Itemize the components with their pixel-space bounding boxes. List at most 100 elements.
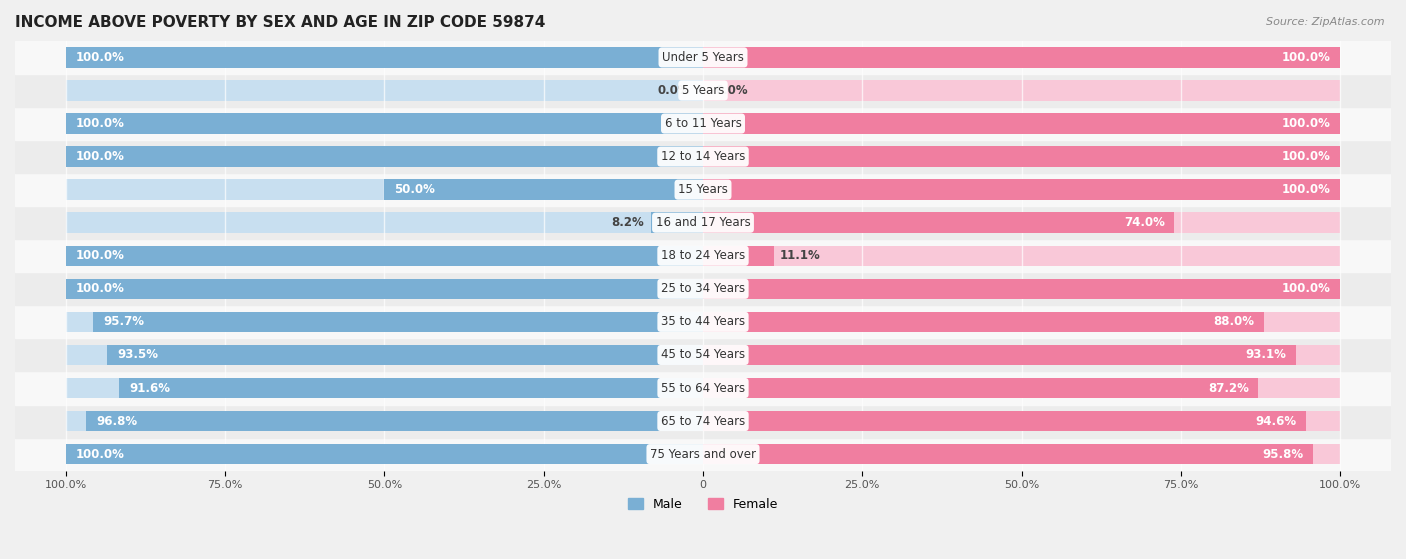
Bar bbox=[66, 113, 703, 134]
Text: 55 to 64 Years: 55 to 64 Years bbox=[661, 381, 745, 395]
Bar bbox=[703, 212, 1340, 233]
Text: 11.1%: 11.1% bbox=[780, 249, 821, 262]
Bar bbox=[703, 278, 1340, 299]
Text: 100.0%: 100.0% bbox=[76, 51, 124, 64]
Bar bbox=[703, 311, 1264, 332]
Text: 95.8%: 95.8% bbox=[1263, 448, 1303, 461]
Bar bbox=[66, 278, 703, 299]
Text: 50.0%: 50.0% bbox=[394, 183, 434, 196]
Bar bbox=[66, 146, 703, 167]
Bar bbox=[15, 405, 1391, 438]
Text: 100.0%: 100.0% bbox=[1282, 282, 1330, 295]
Bar bbox=[120, 378, 703, 398]
Legend: Male, Female: Male, Female bbox=[623, 493, 783, 516]
Bar bbox=[66, 47, 703, 68]
Bar bbox=[703, 378, 1340, 398]
Bar bbox=[15, 206, 1391, 239]
Bar bbox=[703, 345, 1296, 365]
Bar bbox=[703, 278, 1340, 299]
Bar bbox=[651, 212, 703, 233]
Bar bbox=[66, 345, 703, 365]
Text: 100.0%: 100.0% bbox=[76, 448, 124, 461]
Bar bbox=[15, 438, 1391, 471]
Text: 100.0%: 100.0% bbox=[76, 282, 124, 295]
Bar bbox=[703, 411, 1340, 432]
Text: 91.6%: 91.6% bbox=[129, 381, 170, 395]
Bar bbox=[66, 245, 703, 266]
Bar bbox=[66, 245, 703, 266]
Text: 0.0%: 0.0% bbox=[716, 84, 748, 97]
Bar bbox=[66, 444, 703, 465]
Bar bbox=[15, 305, 1391, 338]
Text: 6 to 11 Years: 6 to 11 Years bbox=[665, 117, 741, 130]
Bar bbox=[384, 179, 703, 200]
Text: 87.2%: 87.2% bbox=[1208, 381, 1249, 395]
Text: 35 to 44 Years: 35 to 44 Years bbox=[661, 315, 745, 328]
Text: 15 Years: 15 Years bbox=[678, 183, 728, 196]
Bar bbox=[15, 372, 1391, 405]
Bar bbox=[66, 146, 703, 167]
Bar bbox=[93, 311, 703, 332]
Bar bbox=[86, 411, 703, 432]
Bar bbox=[703, 113, 1340, 134]
Text: 93.5%: 93.5% bbox=[117, 348, 157, 362]
Text: 25 to 34 Years: 25 to 34 Years bbox=[661, 282, 745, 295]
Bar bbox=[703, 444, 1340, 465]
Text: 8.2%: 8.2% bbox=[612, 216, 644, 229]
Text: 93.1%: 93.1% bbox=[1246, 348, 1286, 362]
Bar bbox=[15, 41, 1391, 74]
Bar bbox=[703, 47, 1340, 68]
Bar bbox=[15, 107, 1391, 140]
Text: 100.0%: 100.0% bbox=[76, 117, 124, 130]
Bar bbox=[703, 378, 1258, 398]
Bar bbox=[703, 345, 1340, 365]
Text: 94.6%: 94.6% bbox=[1256, 415, 1296, 428]
Text: 75 Years and over: 75 Years and over bbox=[650, 448, 756, 461]
Text: 65 to 74 Years: 65 to 74 Years bbox=[661, 415, 745, 428]
Bar bbox=[703, 146, 1340, 167]
Bar bbox=[703, 311, 1340, 332]
Bar bbox=[703, 212, 1174, 233]
Text: 16 and 17 Years: 16 and 17 Years bbox=[655, 216, 751, 229]
Text: 100.0%: 100.0% bbox=[76, 249, 124, 262]
Text: 96.8%: 96.8% bbox=[96, 415, 136, 428]
Bar bbox=[703, 444, 1313, 465]
Bar bbox=[703, 411, 1306, 432]
Bar bbox=[66, 278, 703, 299]
Bar bbox=[15, 239, 1391, 272]
Bar bbox=[66, 444, 703, 465]
Text: 100.0%: 100.0% bbox=[1282, 183, 1330, 196]
Bar bbox=[703, 47, 1340, 68]
Bar bbox=[703, 179, 1340, 200]
Bar bbox=[15, 338, 1391, 372]
Bar bbox=[703, 245, 773, 266]
Text: 95.7%: 95.7% bbox=[103, 315, 143, 328]
Text: Source: ZipAtlas.com: Source: ZipAtlas.com bbox=[1267, 17, 1385, 27]
Bar bbox=[66, 212, 703, 233]
Bar bbox=[703, 80, 1340, 101]
Text: 74.0%: 74.0% bbox=[1123, 216, 1164, 229]
Text: 12 to 14 Years: 12 to 14 Years bbox=[661, 150, 745, 163]
Text: 100.0%: 100.0% bbox=[1282, 150, 1330, 163]
Bar bbox=[66, 179, 703, 200]
Bar bbox=[66, 411, 703, 432]
Bar bbox=[15, 74, 1391, 107]
Text: Under 5 Years: Under 5 Years bbox=[662, 51, 744, 64]
Text: 0.0%: 0.0% bbox=[658, 84, 690, 97]
Bar bbox=[703, 179, 1340, 200]
Bar bbox=[66, 311, 703, 332]
Text: 45 to 54 Years: 45 to 54 Years bbox=[661, 348, 745, 362]
Text: 88.0%: 88.0% bbox=[1213, 315, 1254, 328]
Text: INCOME ABOVE POVERTY BY SEX AND AGE IN ZIP CODE 59874: INCOME ABOVE POVERTY BY SEX AND AGE IN Z… bbox=[15, 15, 546, 30]
Text: 5 Years: 5 Years bbox=[682, 84, 724, 97]
Text: 100.0%: 100.0% bbox=[76, 150, 124, 163]
Text: 100.0%: 100.0% bbox=[1282, 51, 1330, 64]
Bar bbox=[66, 80, 703, 101]
Bar bbox=[66, 47, 703, 68]
Text: 100.0%: 100.0% bbox=[1282, 117, 1330, 130]
Bar bbox=[15, 173, 1391, 206]
Bar bbox=[15, 140, 1391, 173]
Bar bbox=[15, 272, 1391, 305]
Text: 18 to 24 Years: 18 to 24 Years bbox=[661, 249, 745, 262]
Bar bbox=[66, 113, 703, 134]
